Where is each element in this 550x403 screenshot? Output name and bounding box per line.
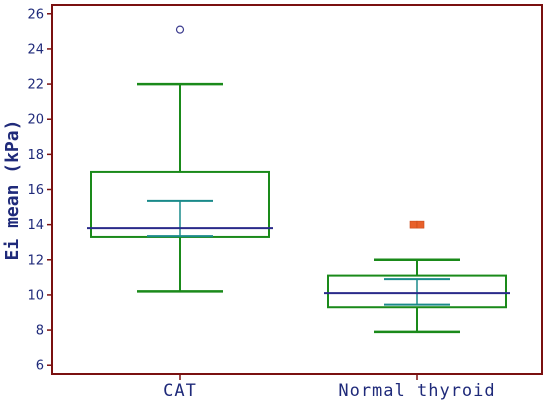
- boxes-layer: [87, 25, 510, 334]
- y-tick-label: 18: [27, 148, 44, 163]
- y-tick-label: 22: [27, 78, 44, 93]
- y-tick-label: 6: [36, 359, 44, 374]
- iqr-box: [327, 274, 507, 309]
- y-tick-label: 16: [27, 183, 44, 198]
- outlier-point: [175, 25, 185, 34]
- x-category-label: CAT: [163, 381, 197, 401]
- y-tick-label: 20: [27, 113, 44, 128]
- y-tick-label: 26: [27, 7, 44, 22]
- plot-frame: [51, 4, 543, 375]
- box-group: [324, 220, 510, 334]
- box-group: [87, 25, 273, 293]
- y-axis-title: Ei mean (kPa): [2, 120, 23, 261]
- y-axis: 6 8 10 12 14 16 18 20 22 24 26: [27, 7, 52, 374]
- y-tick-label: 10: [27, 288, 44, 303]
- outlier-point: [416, 220, 425, 229]
- x-category-label: Normal thyroid: [338, 381, 495, 401]
- y-tick-label: 12: [27, 253, 44, 268]
- y-tick-label: 14: [27, 218, 44, 233]
- y-tick-label: 8: [36, 324, 44, 339]
- x-axis: CAT Normal thyroid: [163, 374, 495, 401]
- outlier-point: [409, 220, 418, 229]
- y-tick-label: 24: [27, 42, 44, 57]
